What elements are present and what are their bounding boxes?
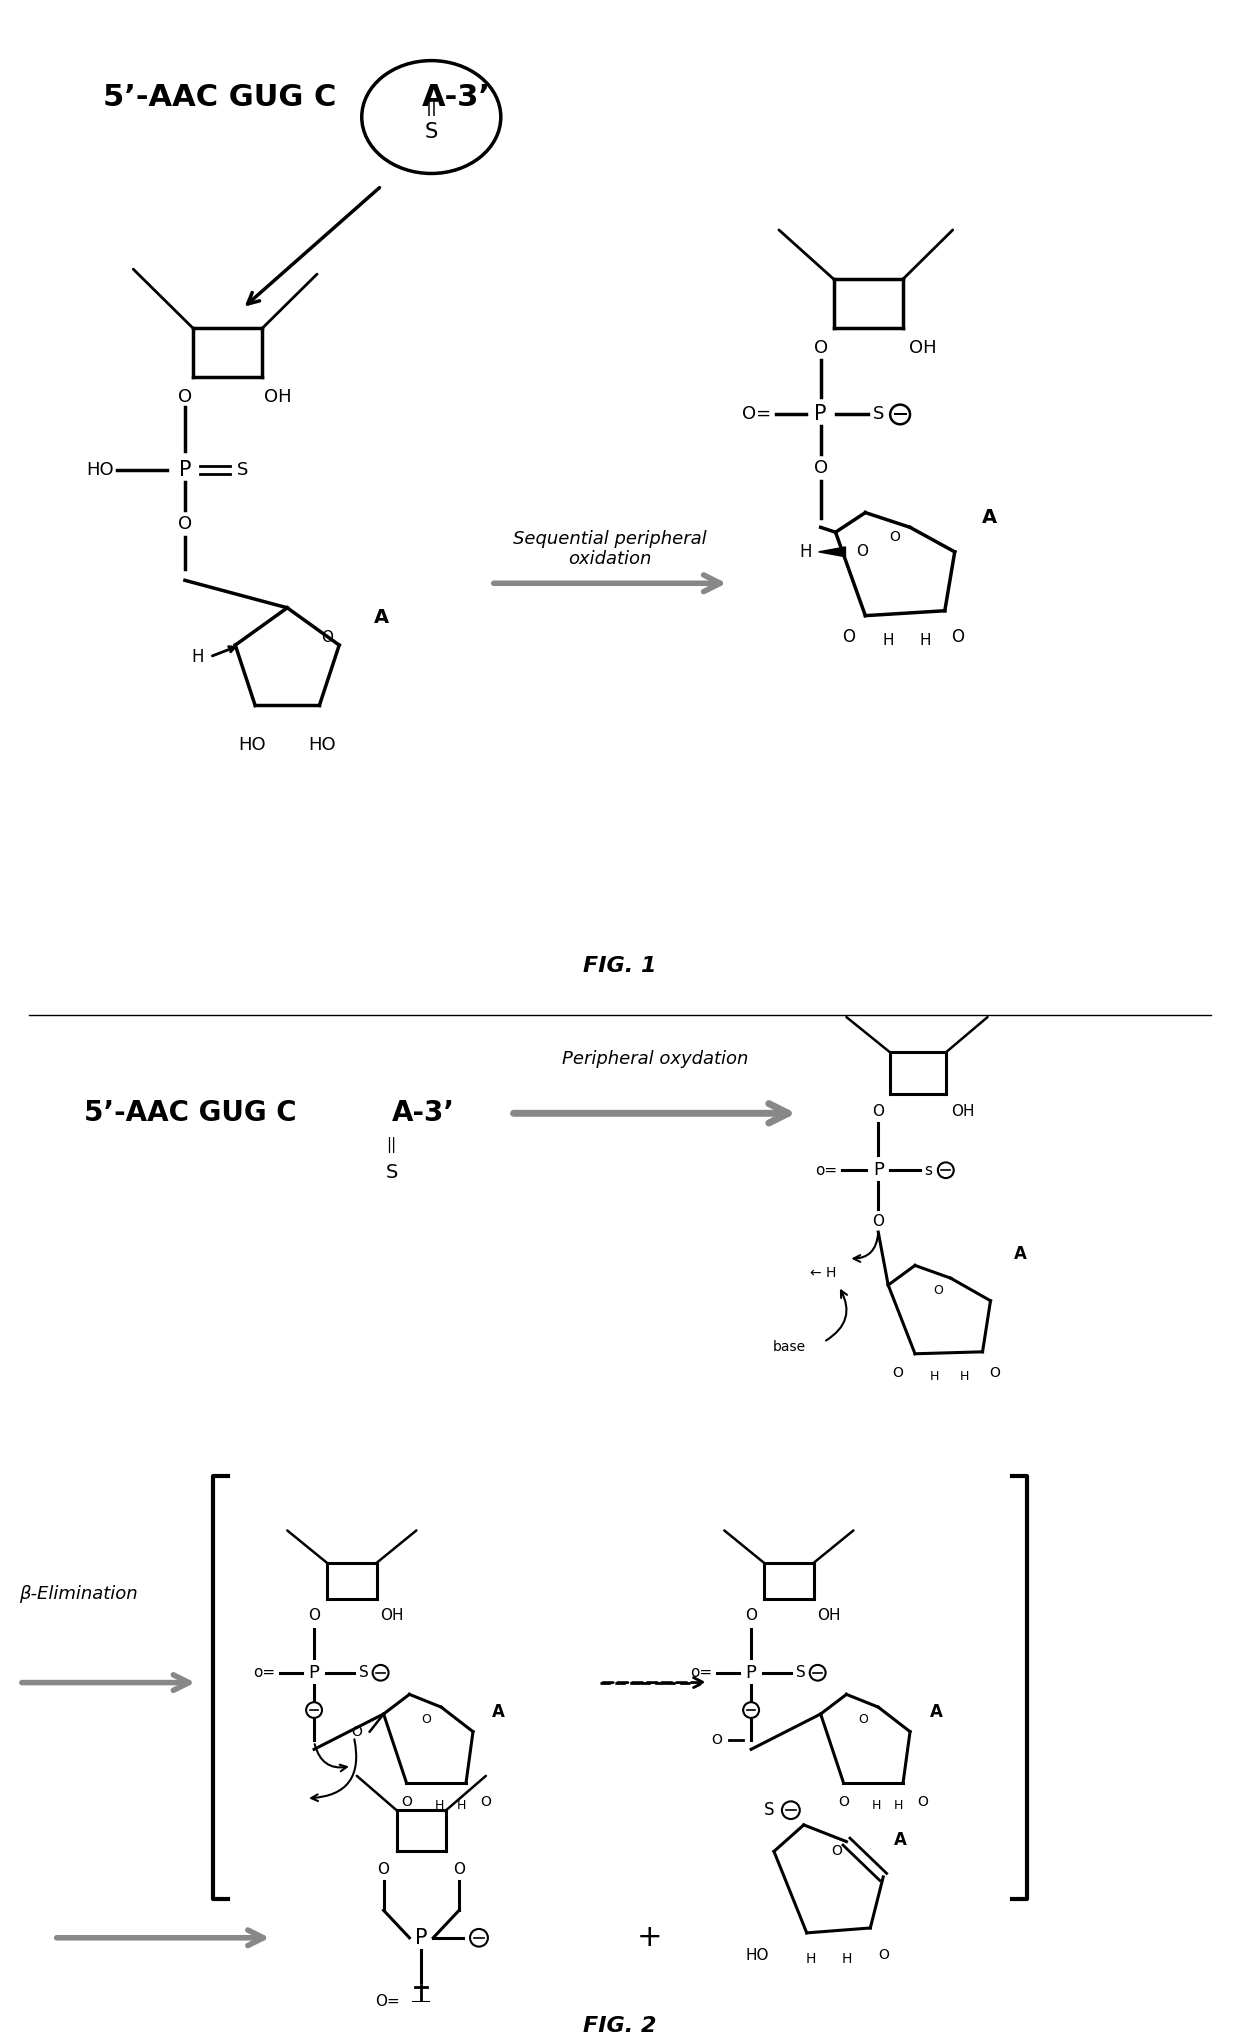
Text: o=: o= — [253, 1665, 275, 1681]
Text: H: H — [919, 633, 931, 647]
Text: H: H — [456, 1799, 466, 1811]
Text: O: O — [480, 1795, 491, 1809]
Text: ← H: ← H — [811, 1266, 837, 1280]
FancyArrowPatch shape — [853, 1233, 878, 1262]
Text: O: O — [378, 1862, 389, 1876]
FancyArrowPatch shape — [311, 1740, 356, 1801]
Text: A: A — [1014, 1245, 1027, 1262]
Text: H: H — [960, 1370, 970, 1384]
Text: O: O — [918, 1795, 929, 1809]
Text: O: O — [990, 1365, 999, 1380]
Text: HO: HO — [87, 462, 114, 480]
Text: H: H — [192, 647, 205, 665]
Text: P: P — [745, 1665, 756, 1681]
Text: O: O — [932, 1284, 942, 1298]
Text: 5’-AAC GUG C: 5’-AAC GUG C — [103, 83, 337, 112]
Text: P: P — [415, 1927, 428, 1947]
Text: H: H — [930, 1370, 940, 1384]
Text: P: P — [873, 1162, 884, 1178]
Text: O: O — [842, 629, 854, 647]
Text: β-Elimination: β-Elimination — [19, 1585, 138, 1604]
Text: O: O — [711, 1732, 722, 1746]
Text: ||: || — [425, 98, 438, 116]
Text: O: O — [951, 629, 965, 647]
Text: HO: HO — [309, 737, 336, 755]
Text: O: O — [813, 460, 828, 478]
Text: A: A — [930, 1703, 942, 1722]
Text: H: H — [872, 1799, 880, 1811]
Text: o=: o= — [691, 1665, 713, 1681]
Text: o=: o= — [816, 1162, 838, 1178]
Polygon shape — [818, 547, 846, 558]
Text: Peripheral oxydation: Peripheral oxydation — [562, 1050, 748, 1068]
Text: S: S — [424, 122, 438, 142]
Text: O: O — [872, 1103, 884, 1119]
Text: P: P — [309, 1665, 320, 1681]
Text: O: O — [878, 1947, 889, 1962]
Text: S: S — [386, 1162, 398, 1182]
Text: H: H — [841, 1952, 852, 1966]
Text: O: O — [838, 1795, 849, 1809]
Text: O: O — [453, 1862, 465, 1876]
Text: A: A — [374, 608, 389, 627]
Text: O: O — [177, 515, 192, 533]
Text: H: H — [883, 633, 894, 647]
FancyArrowPatch shape — [826, 1290, 847, 1341]
Text: S: S — [873, 405, 884, 423]
Text: O: O — [177, 389, 192, 405]
Text: HO: HO — [238, 737, 267, 755]
Text: O: O — [831, 1844, 842, 1858]
Text: P: P — [179, 460, 191, 480]
Text: H: H — [806, 1952, 816, 1966]
FancyArrowPatch shape — [315, 1744, 347, 1770]
Text: FIG. 1: FIG. 1 — [583, 956, 657, 977]
Text: A: A — [492, 1703, 505, 1722]
Text: H: H — [800, 543, 812, 562]
Text: H: H — [434, 1799, 444, 1811]
Text: O: O — [872, 1213, 884, 1229]
Text: +: + — [637, 1923, 662, 1952]
Text: base: base — [773, 1339, 806, 1353]
Text: 5’-AAC GUG C: 5’-AAC GUG C — [83, 1099, 296, 1127]
Text: O=: O= — [742, 405, 770, 423]
Text: A: A — [894, 1832, 906, 1848]
Text: O: O — [321, 629, 334, 645]
Text: O: O — [745, 1608, 758, 1624]
Text: O: O — [858, 1713, 868, 1726]
Text: FIG. 2: FIG. 2 — [583, 2017, 657, 2035]
Text: HO: HO — [745, 1947, 769, 1964]
Text: H: H — [894, 1799, 903, 1811]
Text: S: S — [237, 462, 248, 480]
Text: O: O — [857, 543, 868, 560]
Text: OH: OH — [379, 1608, 403, 1624]
Text: A-3’: A-3’ — [392, 1099, 455, 1127]
Text: s: s — [924, 1162, 932, 1178]
Text: OH: OH — [909, 338, 936, 356]
Text: O: O — [893, 1365, 904, 1380]
Text: P: P — [815, 405, 827, 425]
Text: O: O — [351, 1724, 362, 1738]
Text: OH: OH — [951, 1103, 975, 1119]
Text: O: O — [890, 531, 900, 543]
Text: OH: OH — [264, 389, 291, 405]
Text: A: A — [982, 509, 997, 527]
Text: A-3’: A-3’ — [422, 83, 490, 112]
Text: O: O — [401, 1795, 412, 1809]
Text: Sequential peripheral
oxidation: Sequential peripheral oxidation — [513, 529, 707, 568]
Text: O=: O= — [374, 1994, 399, 2009]
Text: O: O — [813, 338, 828, 356]
Text: O: O — [422, 1713, 432, 1726]
Text: S: S — [358, 1665, 368, 1681]
Text: O: O — [308, 1608, 320, 1624]
Text: S: S — [764, 1801, 774, 1819]
Text: ||: || — [387, 1138, 397, 1152]
Text: OH: OH — [817, 1608, 841, 1624]
Text: S: S — [796, 1665, 806, 1681]
